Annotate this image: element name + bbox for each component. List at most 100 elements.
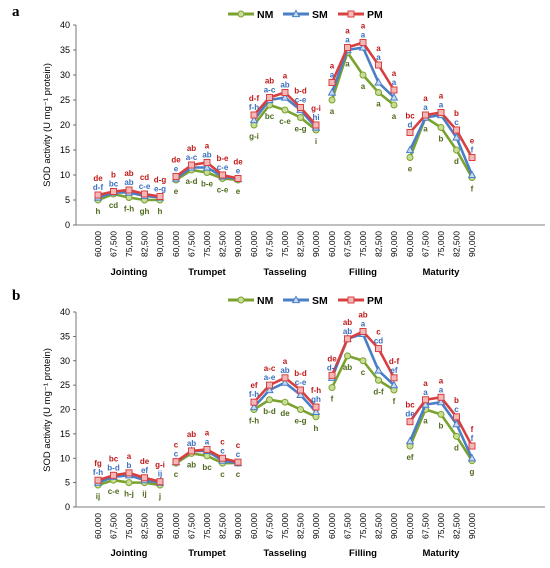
significance-label-nm: f — [393, 397, 396, 406]
data-point-pm — [437, 393, 445, 401]
significance-label-sm: a — [439, 101, 444, 110]
data-point-pm — [406, 129, 414, 136]
significance-label-nm: f — [331, 395, 334, 404]
data-point-nm — [375, 376, 382, 384]
significance-label-pm: c — [236, 441, 241, 450]
significance-label-sm: a — [439, 385, 444, 394]
significance-label-pm: b — [454, 109, 459, 118]
significance-label-sm: ab — [280, 366, 289, 375]
significance-label-nm: b-e — [201, 180, 214, 189]
significance-label-nm: a — [423, 125, 428, 134]
stage-label: Jointing — [111, 267, 148, 278]
significance-label-nm: a-d — [186, 177, 198, 186]
significance-label-sm: f — [471, 146, 474, 155]
data-point-pm — [344, 44, 351, 51]
significance-label-sm: ab — [187, 439, 196, 448]
data-point-pm — [94, 476, 102, 484]
data-point-pm — [375, 345, 382, 353]
significance-label-pm: de — [327, 354, 337, 363]
data-point-sm — [452, 132, 461, 141]
data-point-sm — [296, 390, 305, 398]
y-tick-label: 30 — [60, 70, 70, 80]
x-tick-label: 75,000 — [436, 231, 446, 257]
x-tick-label: 60,000 — [93, 513, 103, 539]
x-tick-label: 75,000 — [202, 513, 212, 539]
data-point-nm — [297, 406, 304, 413]
y-tick-label: 40 — [60, 20, 70, 30]
panel-b: b SOD activity (U mg⁻¹ protein) 0 5 10 15 20 25… — [12, 288, 545, 559]
legend-entry-nm: NM — [228, 9, 274, 21]
data-point-sm — [202, 162, 212, 171]
significance-label-nm: c — [220, 470, 225, 479]
significance-label-nm: g-i — [249, 132, 259, 141]
data-point-sm — [265, 385, 274, 394]
legend-entry-pm: PM — [338, 9, 383, 21]
significance-label-nm: ab — [343, 363, 352, 372]
data-point-pm — [422, 111, 429, 119]
legend-label: PM — [367, 9, 383, 21]
legend-marker — [237, 296, 245, 304]
stage-label: Filling — [349, 548, 377, 559]
significance-label-pm: a — [345, 27, 350, 36]
significance-label-nm: b — [439, 135, 444, 144]
significance-label-pm: ab — [343, 318, 352, 327]
significance-label-sm: de — [405, 410, 415, 419]
data-point-pm — [156, 478, 164, 486]
significance-label-pm: d-f — [389, 357, 400, 366]
significance-label-nm: a — [392, 112, 397, 121]
x-tick-label: 60,000 — [405, 231, 415, 257]
y-tick-label: 20 — [60, 405, 70, 415]
data-point-pm — [203, 159, 211, 166]
x-tick-label: 82,500 — [296, 231, 306, 257]
significance-label-pm: b — [454, 396, 459, 405]
data-point-pm — [312, 403, 320, 411]
data-point-pm — [375, 61, 382, 69]
significance-label-sm: a — [330, 71, 335, 80]
data-point-nm — [406, 154, 414, 161]
stage-label: Maturity — [423, 548, 461, 559]
significance-label-nm: ij — [142, 490, 146, 499]
y-axis-label: SOD activity (U mg⁻¹ protein) — [42, 63, 53, 187]
data-point-pm — [453, 413, 460, 421]
y-tick-label: 30 — [60, 356, 70, 366]
x-tick-label: 75,000 — [358, 231, 368, 257]
data-point-pm — [172, 173, 180, 180]
significance-label-nm: a — [345, 60, 350, 69]
significance-label-pm: cd — [140, 173, 149, 182]
significance-label-pm: a — [205, 142, 210, 151]
significance-label-nm: ab — [187, 460, 196, 469]
data-point-pm — [422, 396, 429, 404]
y-tick-label: 5 — [65, 478, 70, 488]
data-point-pm — [172, 458, 180, 466]
significance-label-sm: a — [423, 388, 428, 397]
significance-label-nm: c-e — [279, 117, 291, 126]
data-point-pm — [234, 175, 242, 182]
significance-label-sm: gh — [311, 395, 321, 404]
x-tick-label: 67,500 — [187, 231, 197, 257]
data-point-sm — [405, 436, 415, 445]
significance-label-pm: a — [283, 357, 288, 366]
data-point-nm — [266, 396, 273, 404]
significance-label-sm: c-e — [295, 378, 307, 387]
data-point-sm — [280, 378, 290, 386]
x-tick-label: 60,000 — [249, 231, 259, 257]
data-point-pm — [344, 335, 351, 343]
legend-label: SM — [312, 9, 328, 21]
x-tick-label: 90,000 — [155, 513, 165, 539]
significance-label-nm: f — [471, 185, 474, 194]
legend-entry-sm: SM — [283, 9, 328, 21]
stage-label: Tasseling — [263, 548, 306, 559]
data-point-nm — [453, 146, 460, 154]
significance-label-nm: cd — [109, 201, 118, 210]
significance-label-pm: a — [205, 428, 210, 437]
data-point-nm — [375, 89, 382, 96]
data-point-nm — [297, 114, 304, 121]
data-point-pm — [125, 186, 133, 194]
stage-label: Jointing — [111, 548, 148, 559]
significance-label-sm: bc — [109, 180, 119, 189]
y-tick-label: 10 — [60, 453, 70, 463]
significance-label-nm: a — [361, 82, 366, 91]
significance-label-pm: a-c — [264, 364, 276, 373]
data-point-pm — [390, 86, 398, 94]
